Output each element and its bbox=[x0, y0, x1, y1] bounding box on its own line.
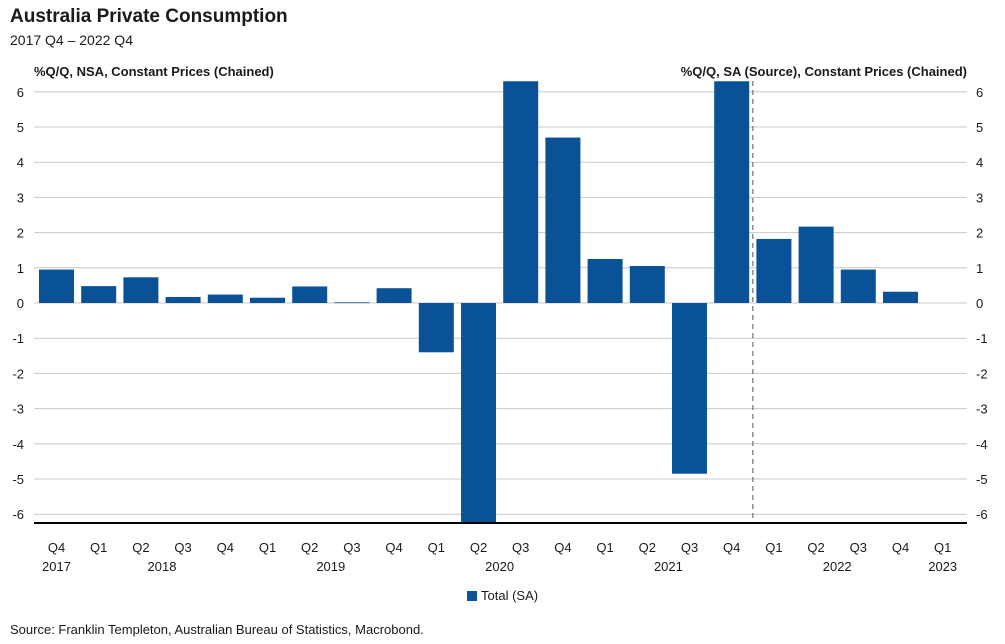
bar bbox=[756, 238, 792, 303]
y-tick-label-left: 2 bbox=[17, 226, 24, 241]
y-tick-label-left: -2 bbox=[12, 366, 24, 381]
y-tick-label-left: -6 bbox=[12, 507, 24, 522]
x-tick-label-quarter: Q3 bbox=[681, 540, 698, 555]
bar bbox=[123, 277, 159, 303]
bar bbox=[629, 266, 665, 303]
legend: Total (SA) bbox=[467, 588, 538, 603]
legend-label: Total (SA) bbox=[481, 588, 538, 603]
bar bbox=[461, 303, 496, 523]
x-tick-label-year: 2021 bbox=[654, 559, 683, 574]
x-tick-label-year: 2017 bbox=[42, 559, 71, 574]
bar bbox=[545, 137, 581, 303]
source-note: Source: Franklin Templeton, Australian B… bbox=[10, 622, 424, 637]
y-tick-label-right: 2 bbox=[976, 226, 983, 241]
y-tick-label-left: -5 bbox=[12, 472, 24, 487]
x-tick-label-quarter: Q1 bbox=[765, 540, 782, 555]
x-tick-label-quarter: Q4 bbox=[554, 540, 571, 555]
x-tick-label-quarter: Q1 bbox=[259, 540, 276, 555]
bar bbox=[376, 288, 412, 303]
bar bbox=[798, 226, 834, 303]
bar bbox=[672, 303, 707, 474]
bar bbox=[250, 297, 285, 303]
y-tick-label-right: -5 bbox=[976, 472, 988, 487]
bar bbox=[334, 302, 370, 304]
y-tick-label-right: 1 bbox=[976, 261, 983, 276]
y-tick-label-left: -3 bbox=[12, 402, 24, 417]
y-tick-label-right: -6 bbox=[976, 507, 988, 522]
x-tick-label-quarter: Q4 bbox=[892, 540, 909, 555]
x-tick-label-quarter: Q2 bbox=[470, 540, 487, 555]
x-axis-labels: Q4 Q1 Q2 Q3 Q4 Q1 Q2 Q3 Q4 Q1 Q2 Q3 Q4 Q1 Q2 Q3 Q4 Q1 Q2 Q3… bbox=[42, 540, 957, 574]
y-tick-label-left: 5 bbox=[17, 120, 24, 135]
x-tick-label-year: 2020 bbox=[485, 559, 514, 574]
bar bbox=[883, 291, 918, 303]
bar bbox=[503, 81, 539, 304]
x-tick-label-quarter: Q3 bbox=[850, 540, 867, 555]
bar bbox=[292, 286, 328, 303]
y-tick-label-left: 1 bbox=[17, 261, 24, 276]
x-tick-label-quarter: Q4 bbox=[723, 540, 740, 555]
x-tick-label-quarter: Q3 bbox=[512, 540, 529, 555]
x-tick-label-quarter: Q3 bbox=[343, 540, 360, 555]
y-tick-label-right: -2 bbox=[976, 366, 988, 381]
x-tick-label-quarter: Q3 bbox=[174, 540, 191, 555]
y-tick-label-right: 3 bbox=[976, 190, 983, 205]
y-tick-label-right: 0 bbox=[976, 296, 983, 311]
y-tick-label-right: 6 bbox=[976, 85, 983, 100]
bar bbox=[207, 294, 243, 303]
y-tick-label-left: -1 bbox=[12, 331, 24, 346]
bar bbox=[714, 81, 750, 304]
y-tick-label-left: 0 bbox=[17, 296, 24, 311]
y-axis-left-ticks: 6 5 4 3 2 1 0 -1 -2 -3 -4 -5 -6 bbox=[12, 85, 24, 522]
x-tick-label-quarter: Q1 bbox=[428, 540, 445, 555]
bar bbox=[81, 286, 117, 303]
x-tick-label-quarter: Q4 bbox=[385, 540, 402, 555]
y-tick-label-right: -4 bbox=[976, 437, 988, 452]
y-axis-right-title: %Q/Q, SA (Source), Constant Prices (Chai… bbox=[681, 64, 967, 79]
y-tick-label-right: 4 bbox=[976, 155, 983, 170]
y-tick-label-right: 5 bbox=[976, 120, 983, 135]
bar bbox=[39, 269, 74, 303]
x-tick-label-quarter: Q2 bbox=[639, 540, 656, 555]
x-tick-label-year: 2023 bbox=[928, 559, 957, 574]
x-tick-label-quarter: Q1 bbox=[934, 540, 951, 555]
bar bbox=[840, 269, 876, 303]
bar bbox=[587, 259, 623, 303]
y-tick-label-left: -4 bbox=[12, 437, 24, 452]
bars bbox=[39, 81, 918, 523]
x-tick-label-quarter: Q1 bbox=[90, 540, 107, 555]
x-tick-label-year: 2022 bbox=[823, 559, 852, 574]
y-tick-label-left: 3 bbox=[17, 190, 24, 205]
y-tick-label-right: -3 bbox=[976, 402, 988, 417]
chart-subtitle: 2017 Q4 – 2022 Q4 bbox=[10, 32, 133, 48]
x-tick-label-year: 2019 bbox=[316, 559, 345, 574]
x-tick-label-quarter: Q4 bbox=[48, 540, 65, 555]
y-tick-label-left: 6 bbox=[17, 85, 24, 100]
x-tick-label-quarter: Q2 bbox=[132, 540, 149, 555]
bar bbox=[165, 297, 201, 303]
bar bbox=[418, 303, 454, 353]
x-tick-label-quarter: Q4 bbox=[217, 540, 234, 555]
legend-swatch bbox=[467, 591, 477, 601]
y-axis-left-title: %Q/Q, NSA, Constant Prices (Chained) bbox=[34, 64, 274, 79]
y-tick-label-right: -1 bbox=[976, 331, 988, 346]
y-tick-label-left: 4 bbox=[17, 155, 24, 170]
x-tick-label-year: 2018 bbox=[148, 559, 177, 574]
x-tick-label-quarter: Q2 bbox=[807, 540, 824, 555]
chart-title: Australia Private Consumption bbox=[10, 6, 288, 27]
x-tick-label-quarter: Q1 bbox=[596, 540, 613, 555]
y-axis-right-ticks: 6 5 4 3 2 1 0 -1 -2 -3 -4 -5 -6 bbox=[976, 85, 988, 522]
x-tick-label-quarter: Q2 bbox=[301, 540, 318, 555]
